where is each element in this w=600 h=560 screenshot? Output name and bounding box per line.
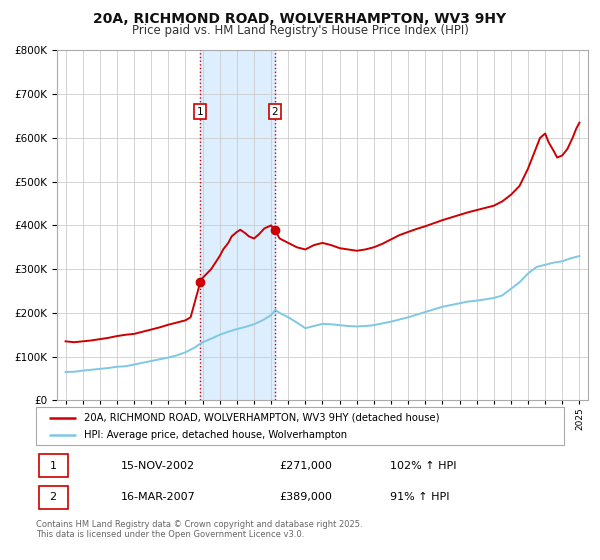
- Text: £271,000: £271,000: [279, 461, 332, 471]
- Text: Price paid vs. HM Land Registry's House Price Index (HPI): Price paid vs. HM Land Registry's House …: [131, 24, 469, 36]
- FancyBboxPatch shape: [38, 486, 68, 509]
- Text: £389,000: £389,000: [279, 492, 332, 502]
- Text: 91% ↑ HPI: 91% ↑ HPI: [390, 492, 449, 502]
- FancyBboxPatch shape: [38, 454, 68, 477]
- Text: 102% ↑ HPI: 102% ↑ HPI: [390, 461, 456, 471]
- Text: 1: 1: [50, 461, 56, 471]
- Text: 20A, RICHMOND ROAD, WOLVERHAMPTON, WV3 9HY: 20A, RICHMOND ROAD, WOLVERHAMPTON, WV3 9…: [94, 12, 506, 26]
- Text: Contains HM Land Registry data © Crown copyright and database right 2025.
This d: Contains HM Land Registry data © Crown c…: [36, 520, 362, 539]
- Text: 16-MAR-2007: 16-MAR-2007: [121, 492, 195, 502]
- Text: 2: 2: [271, 106, 278, 116]
- Text: 1: 1: [197, 106, 203, 116]
- Text: 20A, RICHMOND ROAD, WOLVERHAMPTON, WV3 9HY (detached house): 20A, RICHMOND ROAD, WOLVERHAMPTON, WV3 9…: [83, 413, 439, 423]
- Text: HPI: Average price, detached house, Wolverhampton: HPI: Average price, detached house, Wolv…: [83, 430, 347, 440]
- FancyBboxPatch shape: [36, 407, 564, 445]
- Text: 15-NOV-2002: 15-NOV-2002: [121, 461, 194, 471]
- Text: 2: 2: [50, 492, 57, 502]
- Bar: [200, 50, 275, 400]
